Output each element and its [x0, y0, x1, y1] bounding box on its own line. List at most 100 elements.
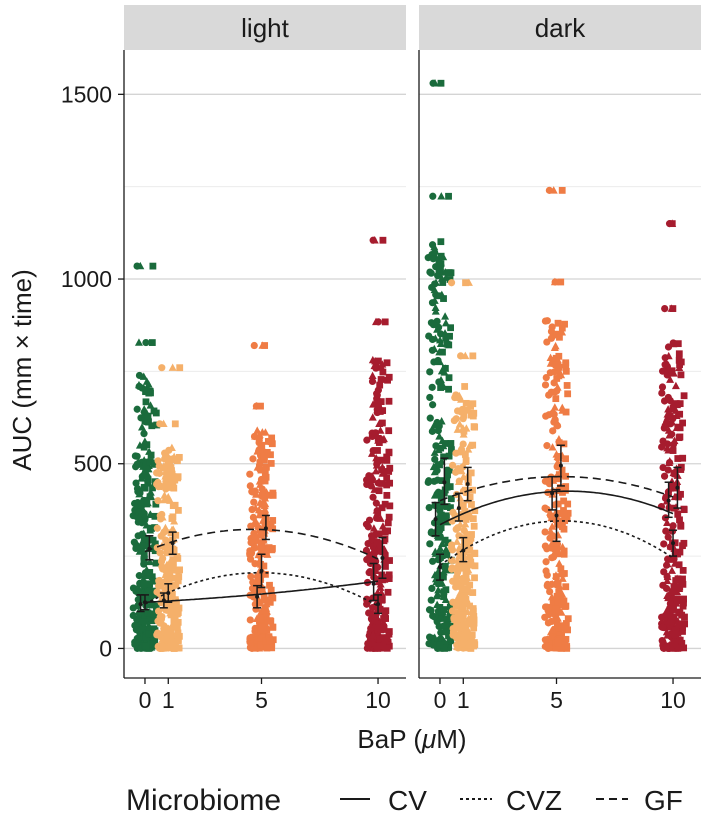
data-point — [141, 618, 149, 625]
data-point — [662, 419, 671, 427]
data-point — [168, 545, 175, 553]
mean-marker — [666, 498, 671, 503]
data-point — [548, 617, 556, 626]
data-point — [462, 279, 469, 287]
data-point — [669, 522, 677, 530]
data-point — [250, 498, 258, 506]
data-point — [665, 458, 674, 467]
data-point — [658, 443, 666, 451]
data-point — [385, 427, 393, 435]
data-point — [562, 455, 569, 463]
data-point — [174, 618, 182, 626]
data-point — [662, 628, 671, 636]
data-point — [429, 401, 437, 409]
x-tick-label: 5 — [550, 687, 563, 713]
data-point — [437, 192, 446, 200]
data-point — [554, 579, 562, 587]
data-point — [251, 644, 260, 652]
data-point — [430, 421, 439, 429]
data-point — [262, 637, 269, 645]
data-point — [666, 375, 675, 383]
data-point — [456, 520, 465, 528]
data-point — [670, 583, 678, 590]
data-point — [445, 632, 452, 640]
data-point — [551, 413, 560, 421]
data-point — [558, 570, 566, 578]
data-point — [170, 476, 178, 484]
fit-curve-cv — [144, 580, 379, 604]
data-point — [374, 456, 381, 464]
data-point — [148, 422, 156, 430]
data-point — [463, 489, 471, 496]
data-point — [677, 522, 685, 530]
data-point — [158, 613, 166, 621]
data-point — [457, 466, 466, 475]
data-point — [461, 451, 469, 458]
data-point — [375, 357, 382, 365]
data-point — [146, 569, 154, 576]
data-point — [167, 472, 175, 480]
data-point — [134, 338, 143, 346]
data-point — [437, 375, 446, 384]
data-point — [250, 341, 258, 350]
data-point — [432, 591, 441, 600]
data-point — [663, 518, 672, 527]
fit-curve-gf — [439, 475, 674, 502]
data-point — [140, 550, 148, 557]
data-point — [429, 557, 437, 565]
data-point — [140, 511, 149, 519]
data-point — [436, 603, 444, 611]
data-point — [543, 571, 551, 579]
data-point — [447, 495, 455, 503]
data-point — [669, 305, 677, 312]
data-point — [440, 606, 448, 613]
data-point — [541, 381, 550, 389]
data-point — [263, 644, 271, 652]
data-point — [246, 616, 254, 624]
data-point — [269, 594, 277, 602]
mean-marker — [554, 513, 559, 518]
data-point — [554, 453, 562, 460]
data-point — [453, 594, 462, 602]
legend-label-cvz: CVZ — [506, 785, 562, 816]
data-point — [448, 446, 455, 454]
mean-marker — [371, 581, 376, 586]
data-point — [148, 617, 156, 625]
data-point — [549, 186, 558, 194]
data-point — [269, 545, 276, 552]
y-axis: 0 500 1000 1500 — [61, 81, 124, 661]
data-point — [433, 357, 442, 365]
data-point — [257, 576, 264, 583]
data-point — [441, 622, 449, 630]
data-point — [430, 491, 439, 499]
data-point — [383, 491, 391, 499]
data-point — [265, 491, 273, 499]
data-point — [676, 609, 684, 617]
data-point — [142, 338, 150, 347]
data-point — [249, 578, 257, 586]
panel-dark: dark — [418, 5, 701, 679]
data-point — [447, 440, 455, 447]
data-point — [439, 279, 447, 286]
data-point — [430, 633, 439, 641]
data-point — [543, 442, 551, 450]
data-point — [437, 79, 445, 87]
data-point — [466, 602, 473, 610]
data-point — [149, 484, 156, 492]
data-point — [146, 594, 153, 602]
mean-marker — [147, 546, 152, 551]
data-point — [429, 192, 437, 200]
data-point — [552, 361, 560, 369]
data-point — [443, 503, 451, 510]
data-point — [669, 613, 676, 621]
data-point — [383, 644, 391, 652]
data-point — [437, 634, 446, 642]
data-point — [169, 556, 177, 564]
data-point — [256, 480, 265, 488]
data-point — [146, 524, 154, 532]
data-point — [258, 501, 266, 508]
data-point — [381, 552, 389, 560]
data-point — [154, 478, 162, 487]
data-point — [443, 551, 451, 559]
data-point — [436, 339, 445, 348]
